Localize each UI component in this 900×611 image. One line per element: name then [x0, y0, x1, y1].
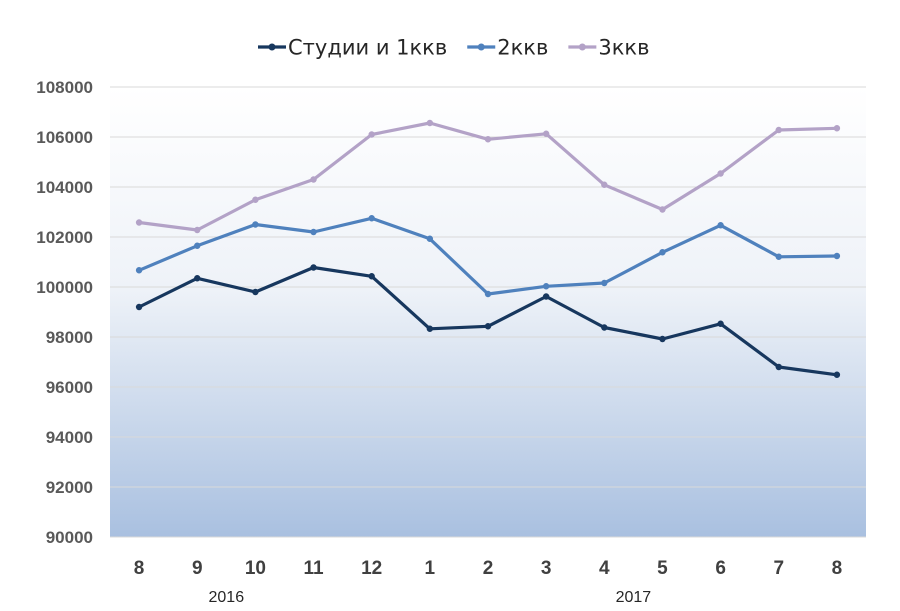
- data-point: [833, 252, 841, 260]
- x-tick-label: 7: [773, 558, 784, 579]
- data-point: [833, 371, 841, 378]
- y-tick-label: 96000: [46, 378, 93, 397]
- data-point: [775, 126, 782, 134]
- data-point: [252, 196, 259, 203]
- x-tick-label: 11: [303, 558, 324, 579]
- legend-swatch-marker: [268, 43, 276, 51]
- legend-item: Студии и 1ккв: [258, 36, 447, 60]
- data-point: [310, 264, 317, 271]
- series-3: [135, 119, 841, 234]
- x-tick-label: 1: [425, 558, 436, 579]
- data-point: [194, 242, 201, 249]
- data-point: [368, 131, 375, 138]
- data-point: [601, 324, 608, 331]
- data-point: [601, 279, 608, 287]
- legend-label: 2ккв: [497, 36, 548, 60]
- data-point: [484, 136, 492, 143]
- legend-item: 3ккв: [568, 36, 649, 60]
- data-point: [426, 325, 434, 332]
- y-tick-label: 106000: [36, 128, 93, 147]
- data-point: [659, 249, 666, 256]
- data-point: [368, 273, 375, 280]
- data-point: [135, 267, 143, 274]
- data-point: [484, 290, 492, 298]
- data-point: [194, 275, 201, 282]
- data-point: [775, 363, 782, 371]
- y-tick-label: 98000: [46, 328, 93, 347]
- x-tick-label: 10: [245, 558, 266, 579]
- series-2: [135, 215, 841, 298]
- data-point: [426, 235, 434, 242]
- data-point: [368, 215, 375, 222]
- x-tick-label: 2: [483, 558, 494, 579]
- x-tick-label: 3: [541, 558, 552, 579]
- data-point: [717, 170, 724, 177]
- y-tick-label: 90000: [46, 528, 93, 547]
- legend-label: Студии и 1ккв: [288, 36, 447, 60]
- y-axis: 90000 92000 94000 96000 98000 100000 102000 104…: [36, 78, 93, 547]
- data-point: [310, 176, 317, 183]
- data-point: [775, 253, 782, 260]
- data-point: [542, 283, 550, 290]
- data-point: [833, 125, 841, 132]
- data-point: [717, 320, 724, 327]
- year-label: 2016: [209, 589, 245, 606]
- x-tick-label: 8: [832, 558, 843, 579]
- data-point: [659, 335, 666, 343]
- y-tick-label: 94000: [46, 428, 93, 447]
- legend-item: 2ккв: [467, 36, 548, 60]
- y-tick-label: 104000: [36, 178, 93, 197]
- x-tick-label: 12: [361, 558, 382, 579]
- legend-swatch-marker: [477, 43, 485, 51]
- series-1: [135, 264, 841, 378]
- legend-label: 3ккв: [598, 36, 649, 60]
- data-point: [252, 288, 259, 296]
- y-tick-label: 108000: [36, 78, 93, 97]
- data-point: [194, 226, 201, 234]
- x-tick-label: 8: [134, 558, 145, 579]
- data-point: [310, 228, 317, 236]
- data-point: [426, 119, 434, 127]
- data-point: [601, 181, 608, 188]
- year-label: 2017: [616, 589, 652, 606]
- plot-area: [110, 87, 866, 537]
- x-tick-label: 9: [192, 558, 203, 579]
- y-tick-label: 100000: [36, 278, 93, 297]
- data-point: [135, 219, 143, 226]
- legend: Студии и 1ккв 2ккв 3ккв: [258, 36, 649, 60]
- x-tick-label: 5: [657, 558, 668, 579]
- data-point: [659, 206, 666, 213]
- data-point: [542, 293, 550, 300]
- y-tick-label: 92000: [46, 478, 93, 497]
- series-group: [135, 119, 841, 378]
- data-point: [542, 130, 550, 137]
- y-tick-label: 102000: [36, 228, 93, 247]
- data-point: [484, 323, 492, 330]
- x-tick-label: 4: [599, 558, 610, 579]
- data-point: [252, 221, 259, 228]
- data-point: [135, 303, 143, 311]
- legend-swatch-marker: [578, 43, 586, 51]
- x-tick-label: 6: [715, 558, 726, 579]
- data-point: [717, 222, 724, 229]
